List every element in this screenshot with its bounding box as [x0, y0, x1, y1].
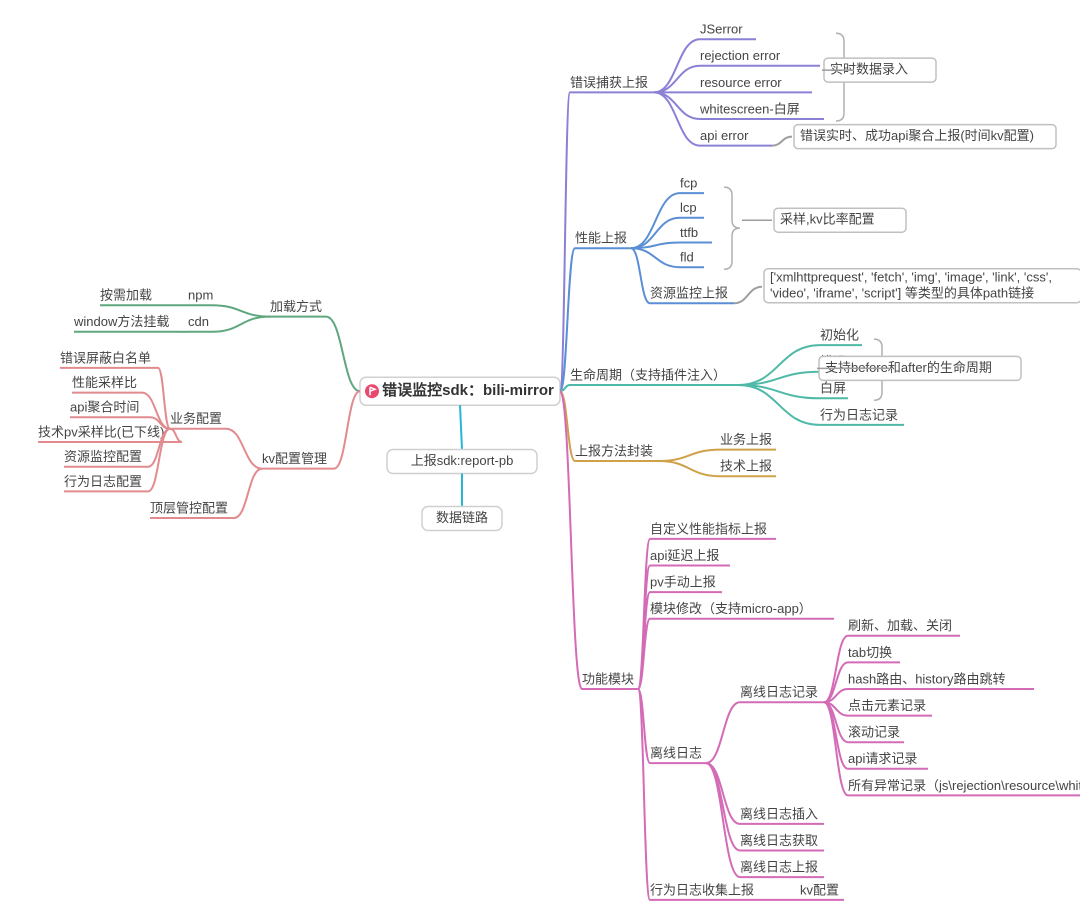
edge: [334, 391, 360, 468]
node-cdn: cdn: [188, 314, 209, 329]
node-mod: 功能模块: [582, 671, 634, 686]
node-e5: api error: [700, 128, 749, 143]
node-o4: 离线日志上报: [740, 860, 818, 875]
edge: [631, 193, 680, 248]
node-r2: 技术上报: [720, 459, 772, 474]
node-oe: 滚动记录: [848, 725, 900, 740]
svg-text:错误实时、成功api聚合上报(时间kv配置): 错误实时、成功api聚合上报(时间kv配置): [800, 128, 1034, 143]
node-l1: 初始化: [820, 328, 859, 343]
mindmap-canvas: 错误监控sdk：bili-mirror 上报sdk:report-pb 数据链路 加载…: [0, 0, 1080, 913]
edge: [234, 469, 262, 518]
node-b2: 性能采样比: [72, 375, 137, 390]
svg-text:实时数据录入: 实时数据录入: [830, 62, 908, 77]
node-b3: api聚合时间: [70, 400, 139, 415]
node-m5: 离线日志: [650, 746, 702, 761]
node-biz: 业务配置: [170, 411, 222, 426]
node-e3: resource error: [700, 75, 782, 90]
node-life: 生命周期（支持插件注入）: [570, 367, 726, 382]
node-ob: tab切换: [848, 645, 892, 660]
node-m1: 自定义性能指标上报: [650, 521, 767, 536]
edge: [659, 461, 720, 476]
edge: [659, 450, 720, 461]
edge: [212, 317, 270, 332]
node-load: 加载方式: [270, 299, 322, 314]
node-p2: lcp: [680, 200, 697, 215]
node-b1: 错误屏蔽白名单: [60, 350, 151, 365]
edge: [212, 305, 270, 316]
edge: [824, 702, 848, 795]
node-o2: 离线日志插入: [740, 806, 818, 821]
edge: [824, 636, 848, 703]
edge: [226, 429, 262, 469]
edge: [560, 391, 582, 689]
svg-text:kv配置: kv配置: [800, 882, 839, 897]
node-e2: rejection error: [700, 48, 781, 63]
node-top: 顶层管控配置: [150, 500, 228, 515]
root-label: 错误监控sdk：bili-mirror: [382, 381, 554, 399]
node-oa: 刷新、加载、关闭: [848, 618, 952, 633]
node-oc: hash路由、history路由跳转: [848, 671, 1005, 686]
node-m2: api延迟上报: [650, 548, 719, 563]
node-r1: 业务上报: [720, 432, 772, 447]
edge: [772, 137, 792, 146]
node-og: 所有异常记录（js\rejection\resource\white）: [848, 778, 1080, 793]
chain-report: 上报sdk:report-pb: [411, 453, 514, 468]
node-p4: fld: [680, 250, 694, 265]
node-p5: 资源监控上报: [650, 286, 728, 301]
edge: [824, 702, 848, 769]
node-b6: 行为日志配置: [64, 474, 142, 489]
edge: [654, 66, 700, 93]
node-err: 错误捕获上报: [570, 75, 648, 90]
node-kv: kv配置管理: [262, 451, 327, 466]
edge: [706, 702, 740, 763]
node-m6: 行为日志收集上报: [650, 882, 754, 897]
node-m4: 模块修改（支持micro-app）: [650, 601, 812, 616]
node-m3: pv手动上报: [650, 575, 716, 590]
edge: [706, 763, 740, 877]
edge: [706, 763, 740, 850]
node-o3: 离线日志获取: [740, 833, 818, 848]
edge: [170, 429, 182, 442]
node-npm1: 按需加载: [100, 288, 152, 303]
node-rep: 上报方法封装: [575, 443, 653, 458]
svg-text:支持before和after的生命周期: 支持before和after的生命周期: [825, 360, 992, 375]
node-o1: 离线日志记录: [740, 685, 818, 700]
chain-datalink: 数据链路: [436, 510, 488, 525]
node-p1: fcp: [680, 176, 697, 191]
svg-text:采样,kv比率配置: 采样,kv比率配置: [780, 212, 875, 227]
node-e1: JSerror: [700, 22, 743, 37]
svg-text:['xmlhttprequest', 'fetch', 'i: ['xmlhttprequest', 'fetch', 'img', 'imag…: [770, 270, 1052, 285]
edge: [631, 248, 650, 303]
node-perf: 性能上报: [575, 231, 627, 246]
edge: [326, 317, 360, 392]
node-of: api请求记录: [848, 751, 917, 766]
edge: [734, 287, 762, 304]
node-b5: 资源监控配置: [64, 449, 142, 464]
node-npm: npm: [188, 288, 213, 303]
node-od: 点击元素记录: [848, 698, 926, 713]
svg-text:'video', 'iframe', 'script'] 等: 'video', 'iframe', 'script'] 等类型的具体path链…: [770, 286, 1034, 301]
node-b4: 技术pv采样比(已下线): [38, 424, 164, 439]
edge: [654, 92, 700, 119]
node-l3: 白屏: [820, 381, 846, 396]
node-l4: 行为日志记录: [820, 407, 898, 422]
node-p3: ttfb: [680, 225, 698, 240]
node-e4: whitescreen-白屏: [699, 101, 800, 116]
node-cdn1: window方法挂载: [73, 314, 169, 329]
